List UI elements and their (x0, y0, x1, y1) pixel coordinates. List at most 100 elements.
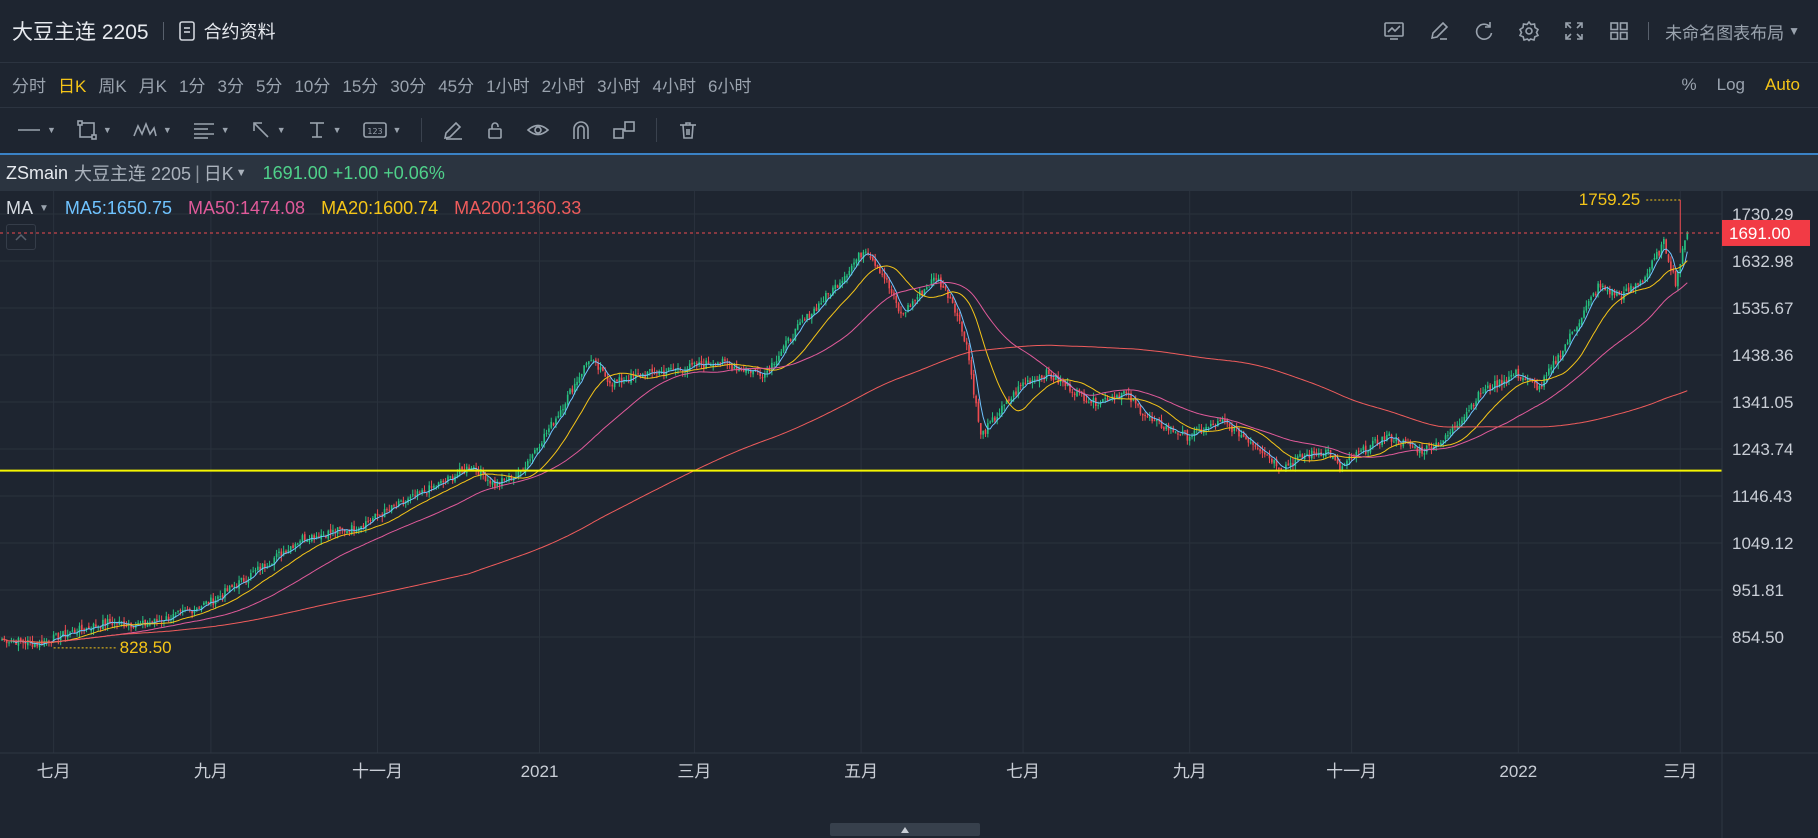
candle-body (1191, 435, 1193, 438)
candle-body (1134, 398, 1137, 404)
measure-tool[interactable]: 123 ▼ (362, 114, 401, 146)
candle-body (646, 371, 649, 377)
log-scale-toggle[interactable]: Log (1716, 74, 1746, 94)
layout-name-dropdown[interactable]: 未命名图表布局 (1665, 23, 1785, 43)
candle-body (1087, 402, 1090, 404)
candle-body (1503, 380, 1506, 384)
ma-indicator-label[interactable]: MA (6, 197, 33, 218)
layout-grid-icon[interactable] (1606, 18, 1632, 44)
visibility-tool[interactable] (526, 114, 550, 146)
percent-scale-toggle[interactable]: % (1681, 74, 1697, 94)
candle-body (796, 324, 799, 330)
candle-body (1571, 332, 1574, 334)
pattern-tool[interactable]: ▼ (132, 114, 172, 146)
candle-body (294, 544, 297, 548)
candle-body (132, 626, 135, 628)
clone-tool[interactable] (612, 114, 636, 146)
candle-body (1174, 432, 1177, 434)
candle-body (153, 618, 156, 624)
settings-icon[interactable] (1516, 18, 1542, 44)
interval-item[interactable]: 30分 (390, 77, 427, 96)
candle-body (1332, 456, 1334, 459)
contract-info-button[interactable]: 合约资料 (178, 18, 276, 44)
interval-item[interactable]: 3小时 (597, 77, 641, 96)
candle-body (937, 278, 940, 281)
candle-body (1139, 405, 1142, 414)
text-tool[interactable]: ▼ (306, 114, 342, 146)
candle-body (303, 534, 306, 541)
candle-body (789, 339, 792, 342)
symbol-title[interactable]: 大豆主连 2205 (12, 21, 149, 44)
time-scroll-handle[interactable] (830, 823, 980, 836)
candle-body (1569, 333, 1571, 343)
shape-tool[interactable]: ▼ (76, 114, 112, 146)
edit-icon[interactable] (1426, 18, 1452, 44)
candle-body (947, 289, 949, 298)
candle-body (1209, 423, 1212, 427)
candle-body (719, 362, 722, 364)
lock-tool[interactable] (484, 114, 506, 146)
candle-body (362, 525, 365, 528)
candle-body (221, 594, 224, 598)
header-actions: 未命名图表布局 ▼ (1362, 0, 1800, 62)
chevron-down-icon[interactable]: ▼ (39, 202, 49, 214)
arrow-tool[interactable]: ▼ (250, 114, 286, 146)
candle-body (212, 598, 215, 605)
legend-interval-dropdown[interactable]: 日K (203, 164, 234, 184)
interval-item[interactable]: 4小时 (652, 77, 696, 96)
chevron-down-icon[interactable]: ▼ (235, 167, 247, 179)
candle-body (191, 611, 193, 614)
interval-item[interactable]: 5分 (255, 77, 283, 96)
replay-icon[interactable] (1471, 18, 1497, 44)
collapse-legend-button[interactable] (6, 224, 36, 250)
current-price-badge (1722, 219, 1810, 246)
candle-body (1132, 399, 1135, 401)
chevron-down-icon[interactable]: ▼ (1788, 24, 1800, 38)
interval-item[interactable]: 周K (98, 77, 127, 96)
interval-item[interactable]: 6小时 (708, 77, 752, 96)
interval-item[interactable]: 10分 (294, 77, 331, 96)
candle-body (1275, 459, 1278, 467)
interval-item[interactable]: 1分 (179, 77, 206, 96)
chart-type-icon[interactable] (1381, 18, 1407, 44)
candle-body (491, 481, 494, 485)
candle-body (308, 540, 311, 542)
fullscreen-icon[interactable] (1561, 18, 1587, 44)
candle-body (306, 539, 308, 542)
candle-body (714, 364, 717, 366)
candle-body (1437, 443, 1440, 446)
candle-body (517, 471, 520, 479)
candle-body (228, 586, 231, 593)
candle-body (571, 388, 574, 393)
interval-item[interactable]: 日K (58, 77, 87, 96)
delete-tool[interactable] (677, 114, 699, 146)
interval-item[interactable]: 1小时 (486, 77, 530, 96)
candle-body (775, 361, 778, 366)
candle-body (19, 638, 22, 641)
line-tool[interactable]: ▼ (16, 114, 56, 146)
candle-body (226, 588, 229, 592)
header-divider (162, 22, 164, 40)
candle-body (1634, 283, 1637, 289)
magnet-tool[interactable] (570, 114, 592, 146)
pencil-icon (444, 121, 463, 140)
brush-tool[interactable] (442, 114, 464, 146)
interval-item[interactable]: 3分 (217, 77, 244, 96)
candle-body (346, 530, 348, 534)
interval-item[interactable]: 45分 (438, 77, 475, 96)
candle-body (587, 361, 590, 365)
auto-scale-toggle[interactable]: Auto (1765, 74, 1800, 94)
header-right-divider (1648, 22, 1650, 40)
candle-body (1156, 419, 1158, 422)
interval-item[interactable]: 2小时 (541, 77, 586, 96)
fib-tool[interactable]: ▼ (192, 114, 230, 146)
candle-body (585, 363, 588, 365)
candle-body (353, 526, 355, 532)
interval-item[interactable]: 分时 (12, 77, 46, 96)
candle-body (88, 626, 90, 629)
candle-body (259, 566, 262, 571)
interval-item[interactable]: 15分 (342, 77, 379, 96)
interval-item[interactable]: 月K (138, 77, 168, 96)
candle-body (1348, 456, 1351, 461)
price-chart[interactable]: 1759.25828.501827.601730.291632.981535.6… (0, 157, 1818, 838)
